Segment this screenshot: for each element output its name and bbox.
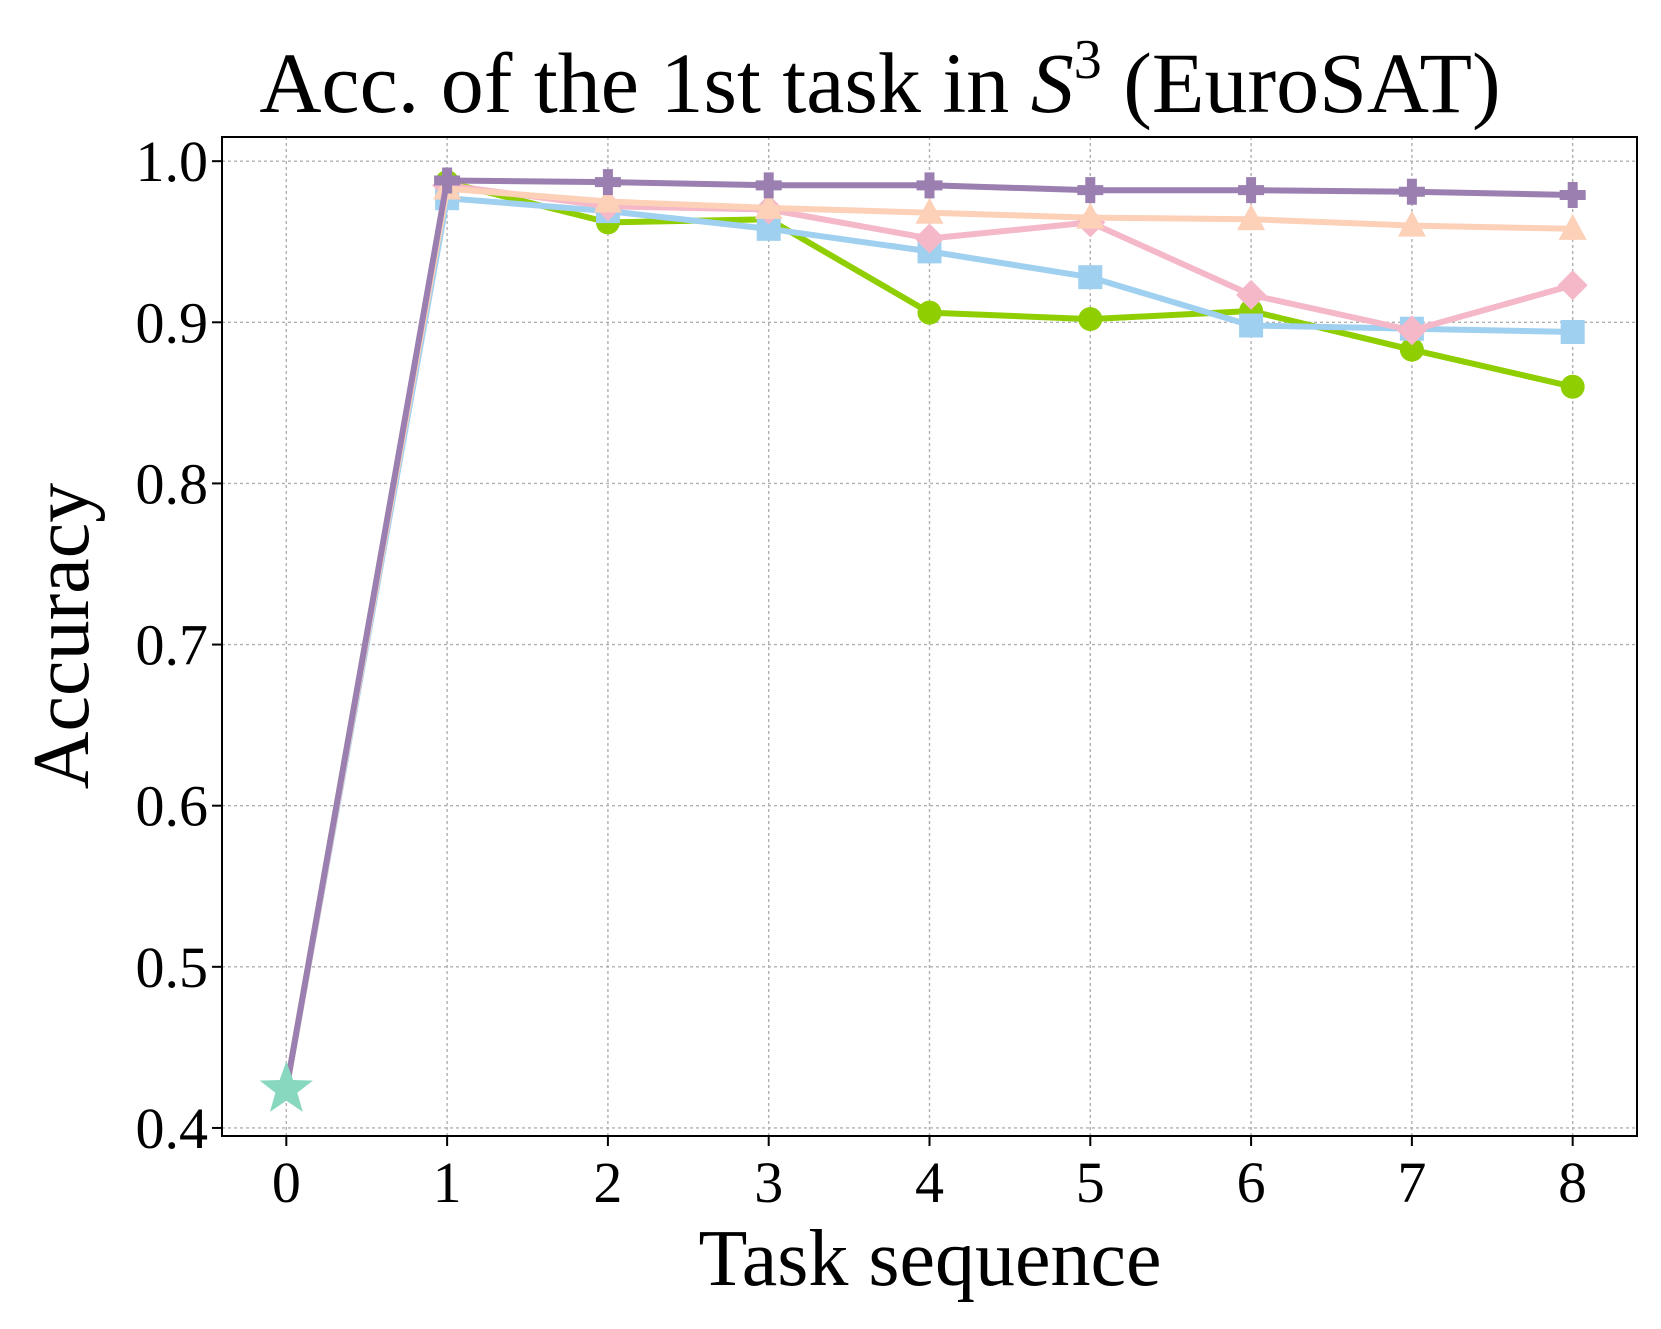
start-point-star (259, 1061, 313, 1112)
series-0-point-4 (917, 300, 942, 325)
y-tick-label-2: 0.6 (136, 774, 209, 839)
x-axis-label: Task sequence (698, 1215, 1161, 1303)
chart-title-prefix: Acc. of the 1st task in (259, 35, 1030, 131)
series-0-point-8 (1560, 374, 1585, 399)
series-2-point-6 (1236, 279, 1267, 310)
series-1-point-5 (1078, 265, 1103, 290)
chart-title-symbol: S (1031, 35, 1074, 131)
series-4-point-3 (755, 172, 782, 199)
series-3-point-8 (1558, 213, 1587, 240)
y-tick-label-1: 0.5 (136, 935, 209, 1000)
series-4-point-7 (1398, 178, 1425, 205)
x-tick-label-1: 1 (433, 1150, 462, 1215)
series-3-point-5 (1076, 202, 1105, 229)
series-3-point-6 (1237, 204, 1266, 231)
x-tick-label-5: 5 (1076, 1150, 1105, 1215)
x-tick-label-7: 7 (1397, 1150, 1426, 1215)
series-0-point-5 (1078, 307, 1103, 332)
series-3-point-7 (1397, 210, 1426, 237)
series-4-point-4 (916, 172, 943, 199)
chart-title-suffix: (EuroSAT) (1102, 35, 1501, 131)
series-0 (283, 170, 1585, 1090)
series-4-point-8 (1559, 182, 1586, 209)
series-group (259, 167, 1588, 1112)
x-tick-label-4: 4 (915, 1150, 944, 1215)
series-2-point-4 (914, 223, 945, 254)
axis-ticks: 0 1 2 3 4 5 6 7 8 0.4 0.5 0.6 0.7 0.8 0.9 1.0 (136, 129, 1588, 1215)
series-3-point-3 (754, 192, 783, 219)
y-tick-label-3: 0.7 (136, 613, 209, 678)
series-4 (283, 167, 1586, 1090)
grid (222, 137, 1637, 1136)
x-tick-label-8: 8 (1558, 1150, 1587, 1215)
y-tick-label-0: 0.4 (136, 1096, 209, 1161)
series-3-point-4 (915, 197, 944, 224)
series-2-point-8 (1557, 270, 1588, 301)
series-1-point-6 (1239, 313, 1264, 338)
x-tick-label-6: 6 (1237, 1150, 1266, 1215)
series-3-point-2 (593, 186, 622, 213)
series-4-point-6 (1238, 177, 1265, 204)
series-4-point-2 (594, 169, 621, 196)
series-1-point-8 (1560, 319, 1585, 344)
series-2-point-7 (1396, 315, 1427, 346)
y-tick-label-6: 1.0 (136, 129, 209, 194)
series-4-point-1 (434, 167, 461, 194)
series-4-point-5 (1077, 177, 1104, 204)
chart-title-superscript: 3 (1074, 29, 1102, 91)
x-tick-label-2: 2 (593, 1150, 622, 1215)
x-tick-label-3: 3 (754, 1150, 783, 1215)
x-tick-label-0: 0 (272, 1150, 301, 1215)
chart-title: Acc. of the 1st task in S3 (EuroSAT) (259, 29, 1500, 131)
series-0-point-7 (1399, 337, 1424, 362)
y-axis-label: Accuracy (18, 483, 106, 789)
y-tick-label-4: 0.8 (136, 451, 209, 516)
y-tick-label-5: 0.9 (136, 290, 209, 355)
